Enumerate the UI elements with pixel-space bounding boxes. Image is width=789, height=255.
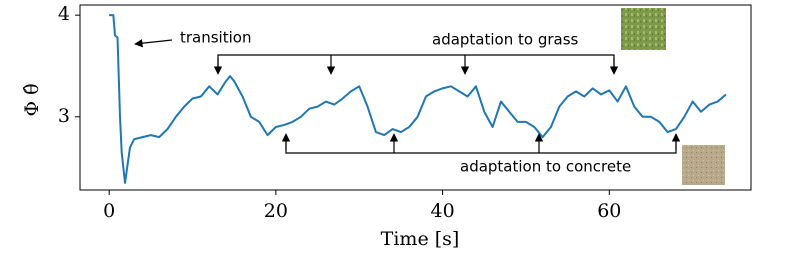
arrow — [134, 39, 173, 48]
x-tick-label: 20 — [264, 200, 288, 222]
y-tick-label: 3 — [58, 105, 70, 127]
x-tick-label: 60 — [597, 200, 621, 222]
bracket — [217, 54, 615, 72]
x-tick-label: 40 — [430, 200, 454, 222]
x-axis-label: Time [s] — [381, 228, 460, 250]
y-axis-label: Φ θ̂ — [21, 83, 43, 116]
concrete-image — [682, 145, 725, 185]
bracket — [285, 136, 677, 154]
plot: 0 20 40 60 3 4 — [58, 3, 727, 222]
grass-image — [621, 8, 666, 50]
x-tick-label: 0 — [103, 200, 115, 222]
annotation: adaptation to grass — [432, 31, 579, 49]
y-tick-label: 4 — [58, 3, 70, 25]
plot-frame — [79, 4, 752, 191]
data-line — [109, 14, 727, 184]
annotation: adaptation to concrete — [460, 158, 631, 176]
annotation: transition — [180, 29, 251, 47]
